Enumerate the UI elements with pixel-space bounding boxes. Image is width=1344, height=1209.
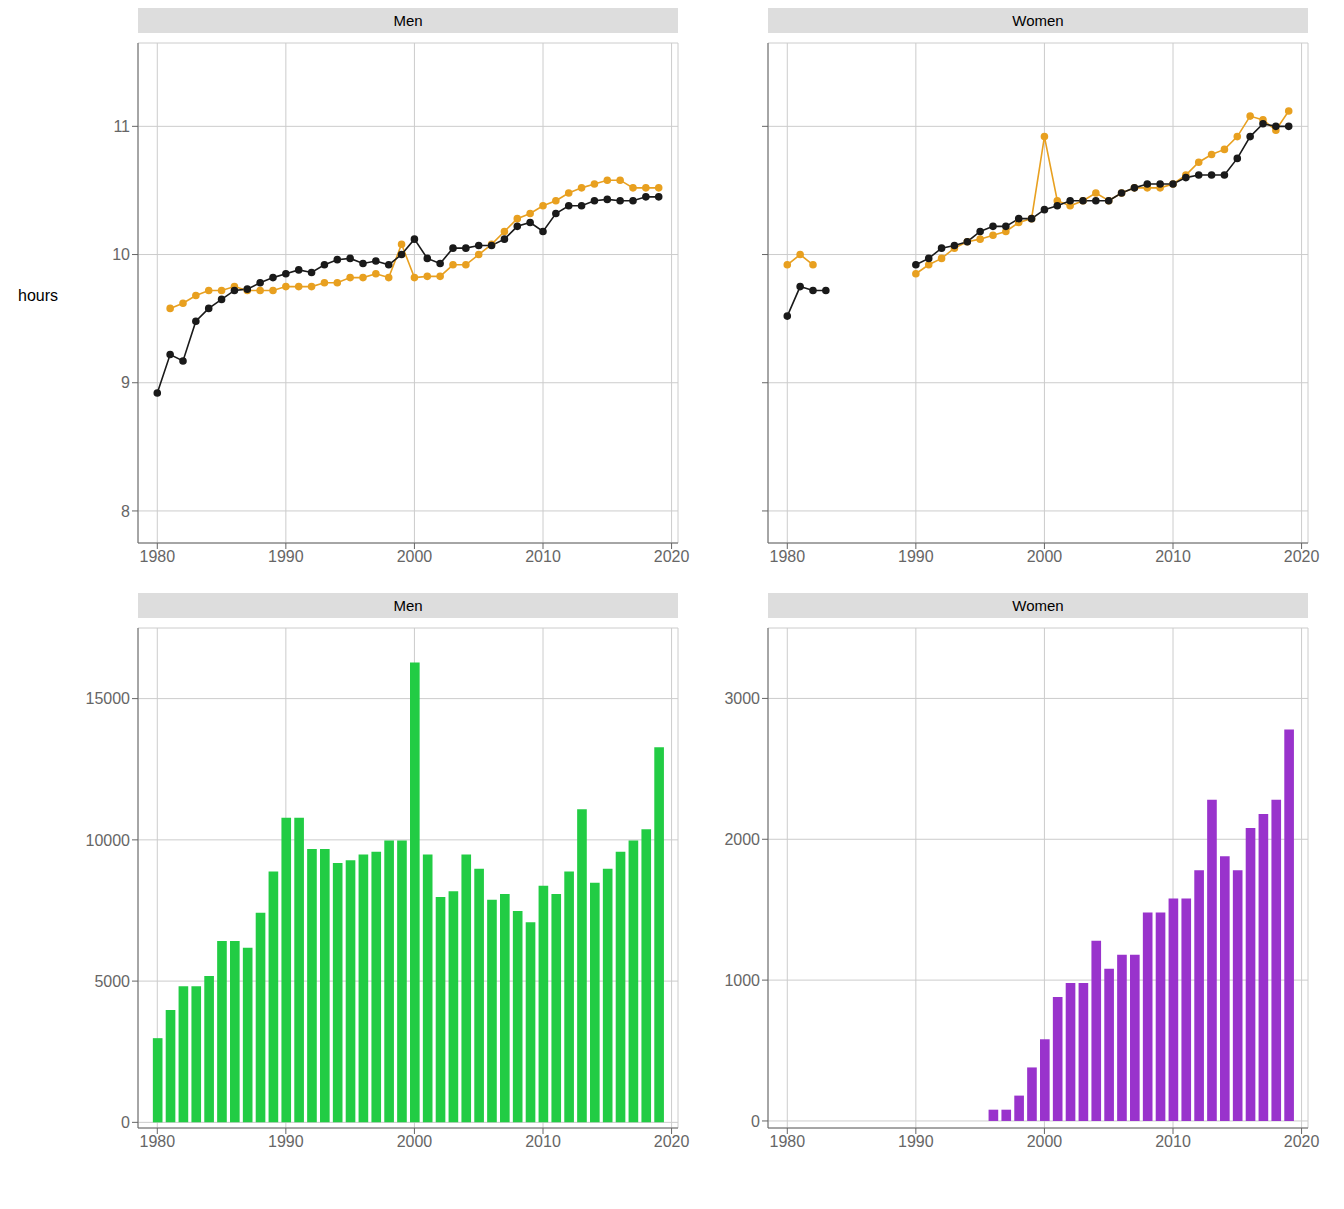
html-text:Men: Men bbox=[393, 12, 423, 29]
svg-text:1980: 1980 bbox=[139, 1133, 175, 1150]
svg-text:1990: 1990 bbox=[268, 1133, 304, 1150]
svg-text:2000: 2000 bbox=[724, 831, 760, 848]
svg-text:1980: 1980 bbox=[139, 548, 175, 565]
svg-text:2020: 2020 bbox=[654, 548, 690, 565]
svg-text:2020: 2020 bbox=[1284, 1133, 1320, 1150]
svg-text:1000: 1000 bbox=[724, 972, 760, 989]
svg-text:1990: 1990 bbox=[898, 548, 934, 565]
html-text:Women: Women bbox=[1012, 12, 1064, 29]
svg-text:2000: 2000 bbox=[397, 1133, 433, 1150]
svg-text:8: 8 bbox=[121, 503, 130, 520]
html-text:Men: Men bbox=[393, 597, 423, 614]
html-text:Women: Women bbox=[1012, 597, 1064, 614]
svg-text:2000: 2000 bbox=[397, 548, 433, 565]
svg-text:2010: 2010 bbox=[525, 548, 561, 565]
svg-text:15000: 15000 bbox=[86, 690, 131, 707]
svg-text:1990: 1990 bbox=[268, 548, 304, 565]
svg-text:2000: 2000 bbox=[1027, 548, 1063, 565]
svg-text:1980: 1980 bbox=[769, 1133, 805, 1150]
svg-text:1980: 1980 bbox=[769, 548, 805, 565]
svg-text:2020: 2020 bbox=[1284, 548, 1320, 565]
svg-text:11: 11 bbox=[113, 118, 130, 135]
svg-text:5000: 5000 bbox=[94, 973, 130, 990]
html-text:hours: hours bbox=[18, 286, 58, 304]
svg-text:2010: 2010 bbox=[525, 1133, 561, 1150]
svg-text:2020: 2020 bbox=[654, 1133, 690, 1150]
svg-text:2010: 2010 bbox=[1155, 548, 1191, 565]
svg-text:2010: 2010 bbox=[1155, 1133, 1191, 1150]
svg-text:9: 9 bbox=[121, 374, 130, 391]
svg-text:2000: 2000 bbox=[1027, 1133, 1063, 1150]
svg-text:1990: 1990 bbox=[898, 1133, 934, 1150]
svg-text:3000: 3000 bbox=[724, 690, 760, 707]
svg-text:0: 0 bbox=[121, 1114, 130, 1131]
svg-text:10000: 10000 bbox=[86, 832, 131, 849]
svg-text:0: 0 bbox=[751, 1113, 760, 1130]
svg-text:10: 10 bbox=[112, 246, 130, 263]
